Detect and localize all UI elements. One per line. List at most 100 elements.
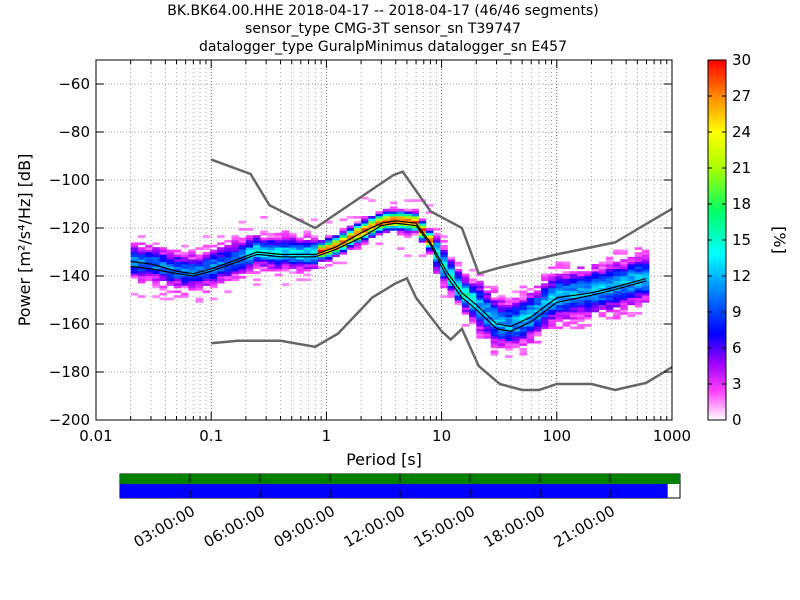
psd-cell [159, 259, 167, 262]
psd-cell [605, 302, 614, 306]
psd-cell [476, 292, 484, 296]
timeline-tick-label: 15:00:00 [411, 502, 478, 551]
psd-cell [605, 268, 614, 272]
psd-cell [173, 264, 182, 267]
psd-cell [483, 297, 491, 301]
psd-cell [548, 321, 556, 325]
psd-cell [224, 290, 232, 294]
psd-cell [231, 244, 239, 248]
psd-cell [476, 295, 484, 298]
x-axis: 0.01 0.1 1 10 100 1000 [79, 60, 691, 445]
psd-cell [598, 268, 607, 272]
psd-cell [627, 312, 635, 315]
psd-cell [217, 242, 225, 246]
psd-cell [641, 292, 650, 296]
psd-cell [562, 312, 571, 315]
psd-cell [159, 273, 167, 277]
psd-cell [173, 273, 182, 277]
psd-cell [433, 266, 441, 270]
psd-cell [274, 242, 283, 246]
psd-cell [137, 242, 146, 246]
psd-cell [339, 232, 347, 236]
psd-cell [605, 278, 614, 282]
psd-cell [497, 304, 506, 308]
psd-cell [238, 228, 247, 231]
psd-cell [641, 266, 650, 270]
psd-cell [512, 326, 520, 330]
psd-cell [634, 292, 643, 296]
psd-cell [591, 276, 599, 279]
psd-cell [209, 297, 218, 301]
psd-cell [382, 213, 391, 217]
psd-cell [368, 199, 376, 202]
psd-cell [577, 319, 585, 322]
psd-cell [245, 242, 254, 246]
psd-cell [519, 338, 527, 342]
psd-cell [433, 242, 441, 246]
psd-cell [562, 285, 571, 289]
psd-cell [440, 278, 448, 282]
y-tick-label: −100 [49, 171, 90, 189]
psd-cell [447, 266, 455, 270]
psd-cell [245, 271, 254, 274]
psd-cell [483, 331, 491, 334]
psd-cell [152, 261, 160, 265]
psd-cell [483, 290, 491, 294]
psd-cell [620, 280, 628, 284]
psd-cell [562, 309, 571, 313]
psd-cell [195, 254, 203, 258]
psd-cell [238, 276, 247, 279]
psd-cell [325, 259, 333, 262]
psd-cell [260, 249, 268, 253]
psd-cell [526, 316, 535, 320]
psd-cell [620, 266, 628, 270]
psd-cell [130, 292, 139, 296]
psd-cell [224, 268, 232, 272]
psd-cell [267, 266, 275, 270]
psd-cell [591, 283, 599, 286]
colorbar-tick-label: 15 [732, 231, 751, 249]
psd-cell [555, 285, 563, 289]
psd-cell [159, 247, 167, 250]
psd-cell [339, 228, 347, 231]
psd-cell [577, 297, 585, 301]
psd-cell [641, 254, 650, 258]
psd-cell [260, 266, 268, 270]
psd-cell [339, 252, 347, 255]
psd-cell [613, 316, 621, 320]
psd-cell [166, 254, 175, 258]
psd-cell [433, 259, 441, 262]
psd-cell [397, 208, 405, 212]
psd-cell [591, 297, 599, 301]
psd-cell [620, 268, 628, 272]
psd-cell [634, 247, 643, 250]
psd-cell [505, 309, 513, 313]
psd-cell [137, 273, 146, 277]
psd-cell [591, 273, 599, 277]
psd-cell [145, 268, 153, 272]
psd-cell [433, 247, 441, 250]
x-tick-label: 0.1 [199, 427, 223, 445]
psd-cell [483, 304, 491, 308]
psd-cell [368, 228, 376, 231]
psd-cell [281, 252, 290, 255]
title-line-2: sensor_type CMG-3T sensor_sn T39747 [245, 21, 521, 37]
psd-cell [490, 290, 499, 294]
psd-cell [231, 266, 239, 270]
psd-cell [505, 307, 513, 310]
psd-cell [281, 261, 290, 265]
psd-cell [490, 285, 499, 289]
psd-cell [469, 297, 477, 301]
psd-cell [605, 271, 614, 274]
psd-cell [346, 232, 355, 236]
psd-cell [404, 216, 412, 219]
psd-cell [620, 309, 628, 313]
psd-cell [145, 273, 153, 277]
psd-cell [447, 256, 455, 260]
psd-cell [389, 220, 398, 224]
psd-cell [217, 254, 225, 258]
psd-cell [526, 297, 535, 301]
psd-cell [389, 206, 398, 210]
psd-cell [166, 290, 175, 294]
psd-cell [598, 295, 607, 298]
